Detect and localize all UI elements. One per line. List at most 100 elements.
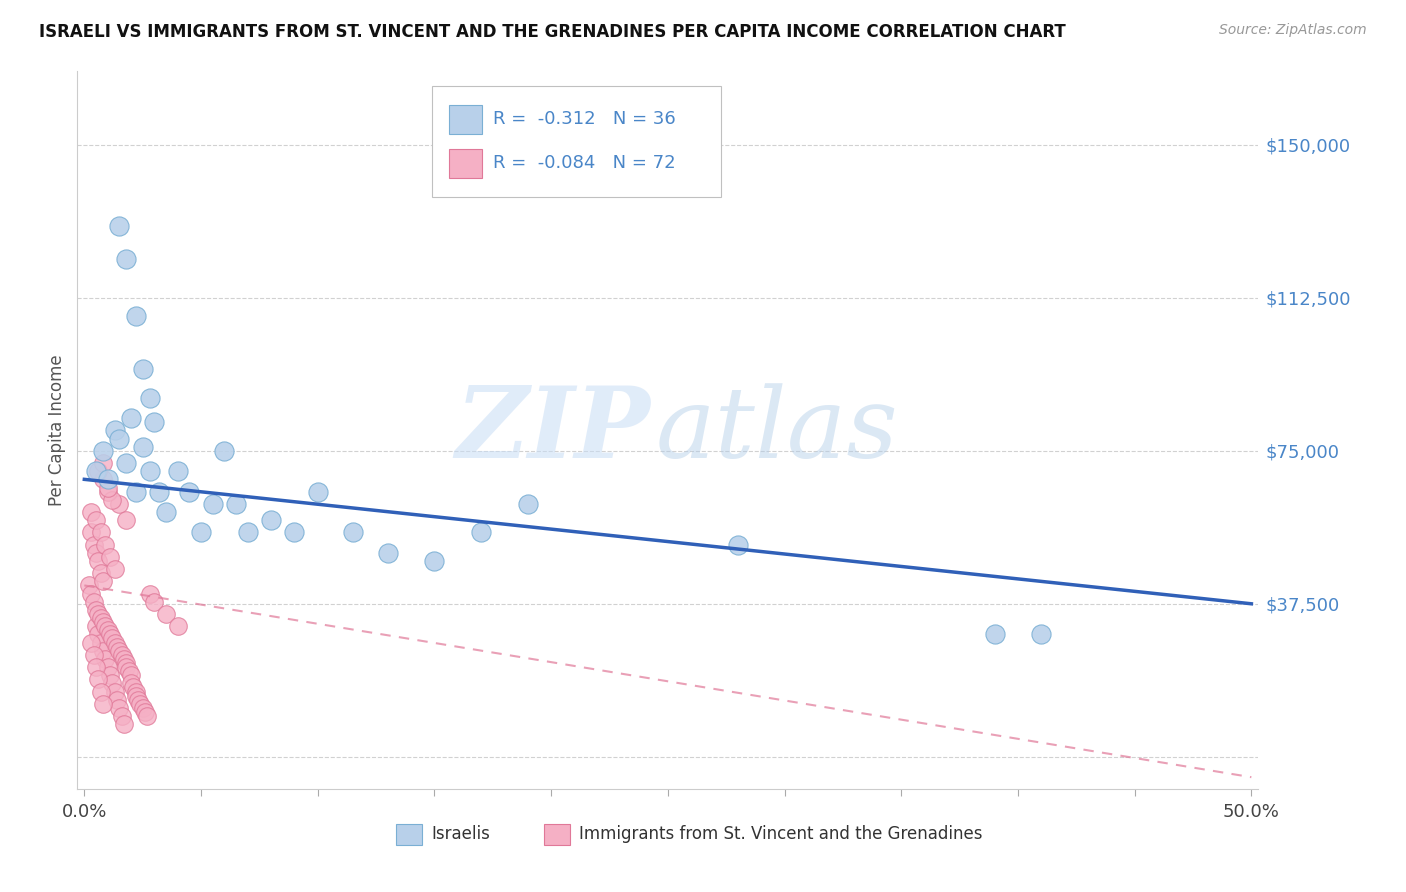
Point <box>98 549 121 564</box>
FancyBboxPatch shape <box>450 105 482 134</box>
Point <box>118 664 141 678</box>
Point <box>104 424 127 438</box>
FancyBboxPatch shape <box>544 824 569 846</box>
Point <box>129 697 152 711</box>
Point <box>260 513 283 527</box>
Point <box>97 624 120 638</box>
Point <box>87 627 110 641</box>
Point <box>101 632 124 646</box>
Point <box>97 484 120 499</box>
Point <box>377 546 399 560</box>
Point <box>179 484 201 499</box>
Point <box>115 252 138 266</box>
Point <box>120 668 142 682</box>
Point <box>307 484 329 499</box>
Point <box>143 595 166 609</box>
Point <box>108 701 131 715</box>
Point <box>131 440 153 454</box>
FancyBboxPatch shape <box>396 824 422 846</box>
Point <box>120 411 142 425</box>
Point <box>342 525 364 540</box>
Point <box>90 566 112 581</box>
FancyBboxPatch shape <box>432 86 721 197</box>
Point <box>214 443 236 458</box>
Point <box>105 692 128 706</box>
Point <box>166 619 188 633</box>
FancyBboxPatch shape <box>450 149 482 178</box>
Point <box>108 219 131 234</box>
Point <box>80 635 103 649</box>
Point <box>105 640 128 654</box>
Point <box>83 538 105 552</box>
Point <box>236 525 259 540</box>
Point <box>87 607 110 621</box>
Point <box>98 668 121 682</box>
Point <box>122 681 145 695</box>
Point <box>283 525 305 540</box>
Point <box>727 538 749 552</box>
Point <box>983 627 1005 641</box>
Point <box>80 586 103 600</box>
Point <box>1031 627 1053 641</box>
Point <box>84 660 107 674</box>
Point <box>112 717 135 731</box>
Point <box>134 705 156 719</box>
Text: R =  -0.084   N = 72: R = -0.084 N = 72 <box>494 154 676 172</box>
Point <box>138 391 160 405</box>
Text: R =  -0.312   N = 36: R = -0.312 N = 36 <box>494 111 676 128</box>
Point <box>97 472 120 486</box>
Point <box>87 464 110 478</box>
Point <box>155 607 177 621</box>
Point <box>112 652 135 666</box>
Point <box>120 676 142 690</box>
Point <box>98 627 121 641</box>
Point <box>143 415 166 429</box>
Point <box>84 513 107 527</box>
Point <box>90 684 112 698</box>
Text: Israelis: Israelis <box>432 825 491 843</box>
Point <box>148 484 170 499</box>
Point <box>470 525 492 540</box>
Point <box>83 595 105 609</box>
Point <box>84 464 107 478</box>
Point <box>125 684 148 698</box>
Point <box>131 701 153 715</box>
Point <box>104 562 127 576</box>
Point <box>91 456 114 470</box>
Text: ISRAELI VS IMMIGRANTS FROM ST. VINCENT AND THE GRENADINES PER CAPITA INCOME CORR: ISRAELI VS IMMIGRANTS FROM ST. VINCENT A… <box>39 23 1066 41</box>
Point <box>90 635 112 649</box>
Point <box>104 684 127 698</box>
Point <box>91 643 114 657</box>
Text: Source: ZipAtlas.com: Source: ZipAtlas.com <box>1219 23 1367 37</box>
Point <box>77 578 100 592</box>
Point <box>131 362 153 376</box>
Point <box>90 525 112 540</box>
Text: Immigrants from St. Vincent and the Grenadines: Immigrants from St. Vincent and the Gren… <box>579 825 983 843</box>
Point <box>111 709 134 723</box>
Point <box>84 619 107 633</box>
Point <box>516 497 538 511</box>
Point <box>90 611 112 625</box>
Point <box>108 497 131 511</box>
Point <box>91 697 114 711</box>
Point <box>155 505 177 519</box>
Point <box>111 648 134 662</box>
Point <box>87 554 110 568</box>
Point <box>136 709 159 723</box>
Point <box>91 472 114 486</box>
Point <box>83 648 105 662</box>
Point <box>108 643 131 657</box>
Point <box>94 652 117 666</box>
Point <box>84 546 107 560</box>
Point <box>423 554 446 568</box>
Point <box>94 538 117 552</box>
Point <box>91 615 114 629</box>
Point <box>115 513 138 527</box>
Y-axis label: Per Capita Income: Per Capita Income <box>48 355 66 506</box>
Point <box>190 525 212 540</box>
Point <box>108 432 131 446</box>
Point <box>125 309 148 323</box>
Point <box>125 484 148 499</box>
Point <box>138 586 160 600</box>
Point <box>94 619 117 633</box>
